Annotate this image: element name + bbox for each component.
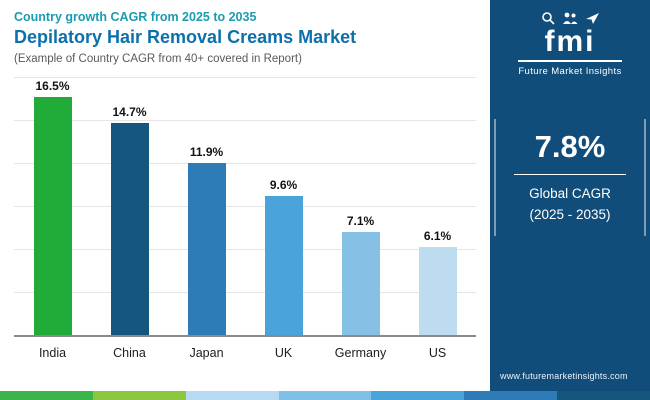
people-icon [562, 11, 578, 25]
stripe-segment [464, 391, 558, 400]
chart-panel: Country growth CAGR from 2025 to 2035 De… [14, 10, 476, 391]
website-link[interactable]: www.futuremarketinsights.com [500, 371, 628, 381]
bar-group: 6.1% [403, 229, 473, 335]
stripe-segment [92, 391, 186, 400]
bar [264, 196, 303, 335]
global-cagr-stat: 7.8% Global CAGR (2025 - 2035) [494, 119, 646, 236]
bar-value-label: 16.5% [35, 79, 70, 93]
stripe-segment [278, 391, 372, 400]
stripe-segment [371, 391, 465, 400]
plane-icon [585, 11, 600, 25]
fmi-logo: fmi Future Market Insights [518, 10, 622, 77]
x-axis-label: India [38, 346, 67, 360]
global-cagr-label-line1: Global CAGR [529, 186, 611, 201]
bar-value-label: 11.9% [189, 145, 224, 159]
logo-icons-row [541, 10, 600, 26]
chart-eyebrow: Country growth CAGR from 2025 to 2035 [14, 10, 257, 24]
bar-group: 9.6% [249, 178, 319, 335]
chart-subtitle: (Example of Country CAGR from 40+ covere… [14, 53, 302, 65]
bar-value-label: 6.1% [423, 229, 452, 243]
x-axis-label: Japan [189, 346, 224, 360]
stripe-segment [185, 391, 279, 400]
stripe-segment [557, 391, 650, 400]
bar [110, 123, 149, 335]
bar-group: 16.5% [18, 79, 88, 335]
bar [187, 163, 226, 335]
logo-wordmark: fmi [544, 25, 596, 58]
stripe-segment [0, 391, 93, 400]
bar-chart: 16.5% 14.7% 11.9% 9.6% 7.1% 6.1% India China Ja… [14, 75, 476, 391]
x-axis-label: UK [274, 346, 293, 360]
x-axis-label: Germany [334, 346, 387, 360]
x-axis-labels: India China Japan UK Germany US [14, 337, 476, 360]
bar-value-label: 14.7% [112, 105, 147, 119]
bar-value-label: 9.6% [269, 178, 298, 192]
content-row: Country growth CAGR from 2025 to 2035 De… [14, 0, 650, 391]
bar-group: 14.7% [95, 105, 165, 335]
bar-group: 11.9% [172, 145, 242, 335]
bar-value-label: 7.1% [346, 214, 375, 228]
bar-group: 7.1% [326, 214, 396, 335]
plot-area: 16.5% 14.7% 11.9% 9.6% 7.1% 6.1% [14, 75, 476, 337]
sidebar: fmi Future Market Insights 7.8% Global C… [490, 0, 650, 391]
search-chart-icon [541, 11, 555, 25]
bar [341, 232, 380, 335]
global-cagr-label: Global CAGR (2025 - 2035) [502, 184, 638, 226]
bar [418, 247, 457, 335]
global-cagr-label-line2: (2025 - 2035) [529, 206, 611, 222]
stat-divider [514, 174, 626, 175]
footer-stripe [0, 391, 650, 400]
brand-name: Future Market Insights [518, 66, 622, 77]
global-cagr-value: 7.8% [534, 129, 606, 164]
x-axis-label: China [113, 346, 146, 360]
page-title: Depilatory Hair Removal Creams Market [14, 27, 357, 47]
logo-underline [518, 60, 622, 62]
x-axis-label: US [428, 346, 447, 360]
bar [33, 97, 72, 335]
